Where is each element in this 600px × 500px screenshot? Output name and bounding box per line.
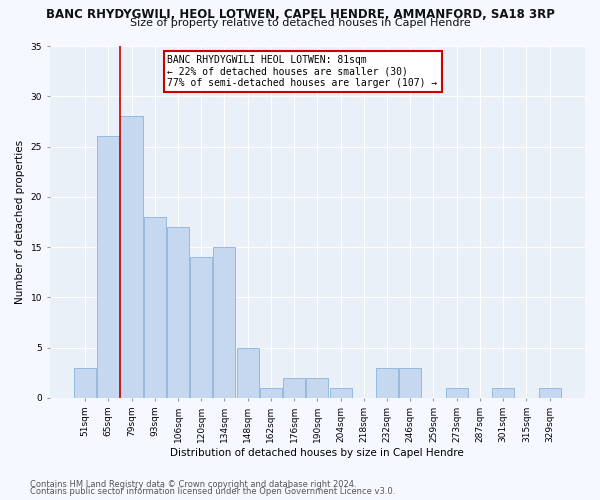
Bar xyxy=(399,368,421,398)
Bar xyxy=(307,378,328,398)
Text: Contains HM Land Registry data © Crown copyright and database right 2024.: Contains HM Land Registry data © Crown c… xyxy=(30,480,356,489)
Text: Size of property relative to detached houses in Capel Hendre: Size of property relative to detached ho… xyxy=(130,18,470,28)
Text: BANC RHYDYGWILI HEOL LOTWEN: 81sqm
← 22% of detached houses are smaller (30)
77%: BANC RHYDYGWILI HEOL LOTWEN: 81sqm ← 22%… xyxy=(167,55,438,88)
Y-axis label: Number of detached properties: Number of detached properties xyxy=(15,140,25,304)
Bar xyxy=(492,388,514,398)
Text: BANC RHYDYGWILI, HEOL LOTWEN, CAPEL HENDRE, AMMANFORD, SA18 3RP: BANC RHYDYGWILI, HEOL LOTWEN, CAPEL HEND… xyxy=(46,8,554,20)
Bar xyxy=(144,217,166,398)
Bar xyxy=(539,388,560,398)
Bar xyxy=(97,136,119,398)
Bar xyxy=(121,116,143,398)
Bar xyxy=(214,247,235,398)
Bar xyxy=(376,368,398,398)
Bar xyxy=(446,388,468,398)
Bar xyxy=(236,348,259,398)
Bar xyxy=(190,257,212,398)
Bar xyxy=(283,378,305,398)
Bar xyxy=(260,388,282,398)
Bar xyxy=(167,227,189,398)
Text: Contains public sector information licensed under the Open Government Licence v3: Contains public sector information licen… xyxy=(30,487,395,496)
Bar xyxy=(74,368,96,398)
X-axis label: Distribution of detached houses by size in Capel Hendre: Distribution of detached houses by size … xyxy=(170,448,464,458)
Bar xyxy=(329,388,352,398)
